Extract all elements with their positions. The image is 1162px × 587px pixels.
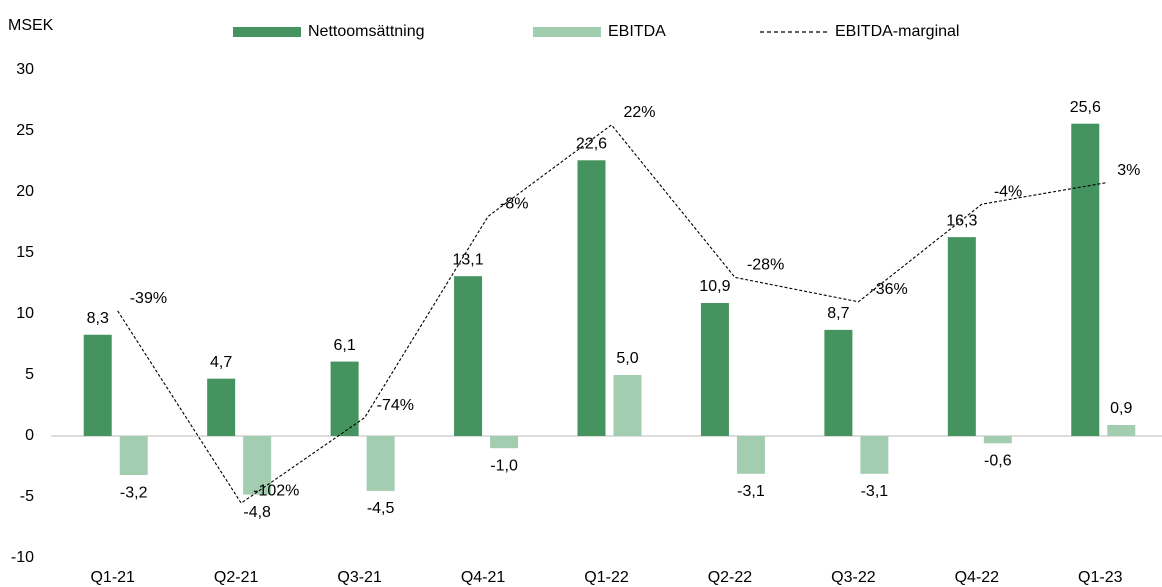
bar bbox=[1107, 425, 1136, 436]
line-value-label: -8% bbox=[500, 196, 528, 213]
bar-value-label: 5,0 bbox=[616, 350, 638, 367]
line-value-label: -74% bbox=[377, 397, 414, 414]
x-tick-label: Q1-23 bbox=[1078, 569, 1123, 586]
line-value-label: 22% bbox=[624, 104, 656, 121]
bar bbox=[983, 436, 1012, 444]
y-tick-label: 20 bbox=[16, 183, 34, 200]
y-tick-label: 10 bbox=[16, 305, 34, 322]
bar-value-label: 16,3 bbox=[946, 212, 977, 229]
x-tick-label: Q2-22 bbox=[708, 569, 753, 586]
y-axis-label: MSEK bbox=[8, 17, 54, 34]
bar bbox=[119, 436, 148, 476]
y-tick-label: 30 bbox=[16, 61, 34, 78]
bar-value-label: 10,9 bbox=[699, 278, 730, 295]
x-tick-label: Q1-22 bbox=[584, 569, 629, 586]
bar-value-label: -4,5 bbox=[367, 500, 395, 517]
legend-label: Nettoomsättning bbox=[308, 23, 425, 40]
bar bbox=[860, 436, 889, 474]
bar bbox=[824, 329, 853, 436]
bar bbox=[490, 436, 519, 449]
x-tick-label: Q1-21 bbox=[90, 569, 135, 586]
line-value-label: -36% bbox=[870, 281, 907, 298]
x-tick-label: Q3-22 bbox=[831, 569, 876, 586]
legend-label: EBITDA-marginal bbox=[835, 23, 959, 40]
bar-value-label: 4,7 bbox=[210, 354, 232, 371]
bar bbox=[947, 237, 976, 436]
bar-value-label: 6,1 bbox=[333, 337, 355, 354]
legend-swatch bbox=[233, 27, 301, 37]
bar-value-label: -3,1 bbox=[737, 483, 765, 500]
bar-value-label: -0,6 bbox=[984, 453, 1012, 470]
bar-value-label: 22,6 bbox=[576, 135, 607, 152]
bar bbox=[454, 276, 483, 436]
line-value-label: -4% bbox=[994, 183, 1022, 200]
bar-value-label: 0,9 bbox=[1110, 400, 1132, 417]
bar bbox=[736, 436, 765, 474]
bar bbox=[207, 378, 236, 436]
bar-value-label: -1,0 bbox=[490, 457, 518, 474]
bar-value-label: 13,1 bbox=[452, 251, 483, 268]
legend-label: EBITDA bbox=[608, 23, 666, 40]
line-value-label: -28% bbox=[747, 257, 784, 274]
bar bbox=[366, 436, 395, 491]
bar bbox=[330, 361, 359, 436]
bar-value-label: -4,8 bbox=[243, 504, 271, 521]
bar bbox=[243, 436, 272, 495]
y-tick-label: 5 bbox=[25, 366, 34, 383]
x-tick-label: Q4-22 bbox=[955, 569, 1000, 586]
x-tick-label: Q3-21 bbox=[337, 569, 382, 586]
x-tick-label: Q4-21 bbox=[461, 569, 506, 586]
y-tick-label: -5 bbox=[20, 488, 34, 505]
bar-value-label: -3,1 bbox=[861, 483, 889, 500]
margin-line bbox=[117, 124, 1106, 504]
bar-value-label: 8,3 bbox=[87, 310, 109, 327]
y-tick-label: -10 bbox=[11, 549, 34, 566]
y-tick-label: 25 bbox=[16, 122, 34, 139]
line-value-label: -39% bbox=[130, 290, 167, 307]
bar bbox=[577, 160, 606, 436]
y-tick-label: 15 bbox=[16, 244, 34, 261]
line-value-label: -102% bbox=[253, 482, 299, 499]
bar bbox=[700, 303, 729, 436]
x-tick-label: Q2-21 bbox=[214, 569, 259, 586]
bar-value-label: -3,2 bbox=[120, 484, 148, 501]
bar bbox=[613, 375, 642, 436]
y-tick-label: 0 bbox=[25, 427, 34, 444]
legend-swatch bbox=[533, 27, 601, 37]
line-value-label: 3% bbox=[1117, 162, 1140, 179]
bar-value-label: 25,6 bbox=[1070, 99, 1101, 116]
bar bbox=[83, 334, 112, 436]
bar-value-label: 8,7 bbox=[827, 305, 849, 322]
bar bbox=[1071, 123, 1100, 437]
